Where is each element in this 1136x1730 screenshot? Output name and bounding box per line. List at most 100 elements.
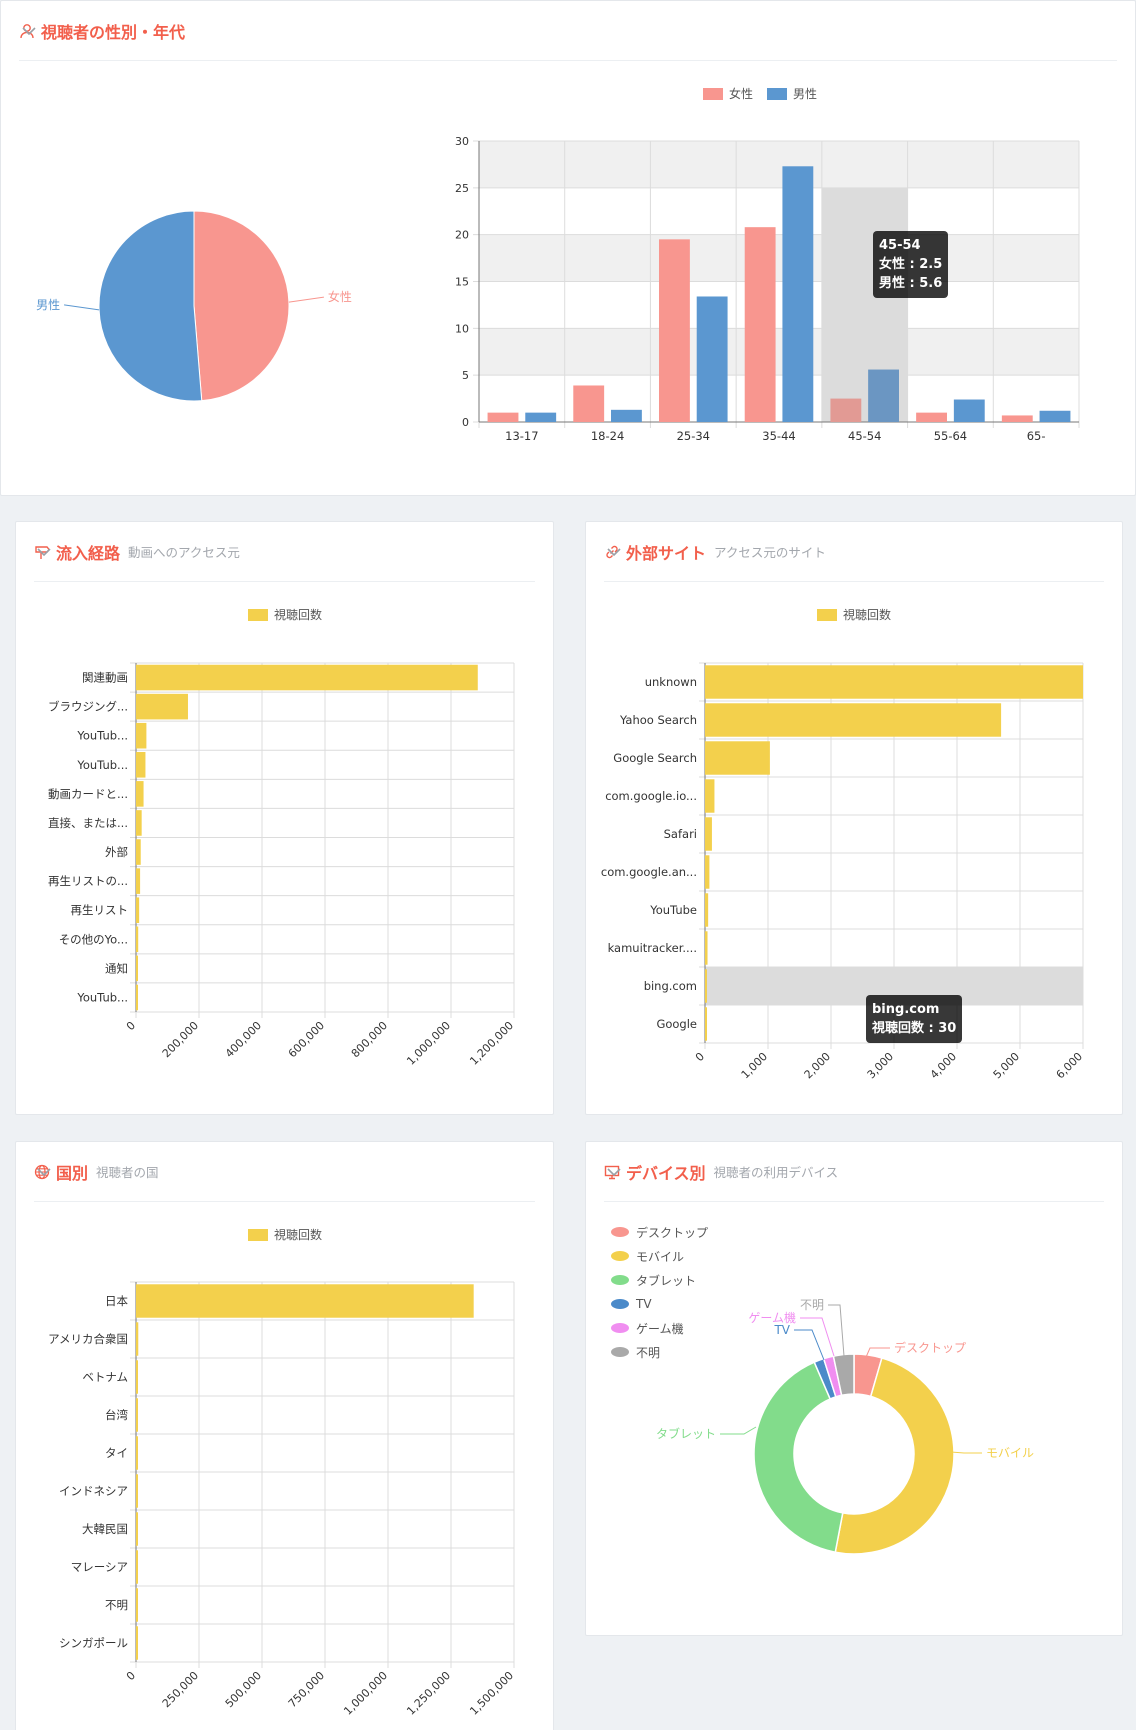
- category-label: 関連動画: [82, 671, 128, 685]
- section-title: 視聴者の性別・年代: [41, 22, 186, 42]
- category-label: シンガポール: [59, 1636, 128, 1650]
- category-label: アメリカ合衆国: [48, 1332, 128, 1346]
- x-tick-label: 45-54: [848, 429, 881, 443]
- bar: [136, 1284, 474, 1318]
- donut-slice: [832, 1353, 855, 1397]
- bar: [705, 1007, 707, 1041]
- donut-label-line: [720, 1426, 757, 1435]
- bar: [705, 893, 709, 927]
- bar-female: [659, 239, 690, 422]
- x-tick-label: 200,000: [160, 1019, 201, 1060]
- x-tick-label: 1,500,000: [467, 1669, 516, 1718]
- category-label: Google: [656, 1017, 697, 1031]
- x-tick-label: 4,000: [928, 1050, 959, 1081]
- category-label: 再生リスト: [71, 903, 129, 917]
- donut-slice: [834, 1357, 955, 1555]
- bar: [136, 1588, 138, 1622]
- grid-band: [479, 141, 1079, 188]
- donut-slice: [753, 1361, 844, 1554]
- donut-label-line: [800, 1317, 835, 1357]
- category-label: 日本: [105, 1294, 128, 1308]
- x-tick-label: 6,000: [1054, 1050, 1085, 1081]
- bar: [136, 810, 142, 836]
- category-label: Google Search: [613, 751, 697, 765]
- section-title: 国別: [56, 1163, 89, 1183]
- category-label: インドネシア: [59, 1484, 128, 1498]
- pie-label: 女性: [328, 289, 352, 304]
- legend-item-male[interactable]: 男性: [767, 85, 817, 102]
- sources-chart: 0 200,000 400,000 600,000 800,000 1,000,000 1,…: [48, 662, 516, 1068]
- legend-item-female[interactable]: 女性: [703, 85, 753, 102]
- legend-item-mobile[interactable]: モバイル: [610, 1244, 708, 1268]
- pie-label-line: [64, 304, 100, 311]
- x-tick-label: 400,000: [223, 1019, 264, 1060]
- category-label: ブラウジング...: [48, 700, 128, 714]
- category-label: Yahoo Search: [619, 713, 697, 727]
- y-tick-label: 15: [455, 276, 469, 289]
- section-subtitle: 視聴者の国: [96, 1165, 159, 1180]
- chevron-down-icon[interactable]: [604, 1162, 624, 1182]
- chevron-down-icon[interactable]: [34, 1162, 54, 1182]
- bar: [705, 665, 1083, 699]
- chevron-down-icon[interactable]: [34, 542, 54, 562]
- x-tick-label: 5,000: [991, 1050, 1022, 1081]
- countries-legend[interactable]: 視聴回数: [248, 1226, 322, 1243]
- donut-label-line: [950, 1451, 982, 1454]
- bar: [136, 1360, 138, 1394]
- donut-label-line: [862, 1347, 890, 1365]
- bar: [136, 1626, 138, 1660]
- sites-chart: 0 1,000 2,000 3,000 4,000 5,000 6,000 unknown Ya…: [601, 662, 1085, 1081]
- legend-item-desktop[interactable]: デスクトップ: [610, 1220, 708, 1244]
- bar: [136, 1398, 138, 1432]
- y-tick-label: 20: [455, 229, 469, 242]
- category-label: kamuitracker....: [608, 941, 697, 955]
- category-label: 大韓民国: [82, 1522, 128, 1536]
- pie-label-line: [288, 296, 324, 303]
- category-label: unknown: [645, 675, 697, 689]
- category-label: 通知: [105, 961, 128, 975]
- x-tick-label: 65-: [1027, 429, 1046, 443]
- bar: [705, 855, 710, 889]
- sources-legend[interactable]: 視聴回数: [248, 606, 322, 623]
- legend-item-tablet[interactable]: タブレット: [610, 1268, 708, 1292]
- x-tick-label: 55-64: [934, 429, 967, 443]
- sites-legend[interactable]: 視聴回数: [817, 606, 891, 623]
- category-label: マレーシア: [71, 1560, 128, 1574]
- bar-female: [830, 398, 862, 422]
- bar: [136, 1436, 138, 1470]
- bar-male: [1039, 410, 1071, 422]
- category-label: com.google.an...: [601, 865, 697, 879]
- x-tick-label: 500,000: [223, 1669, 264, 1710]
- x-tick-label: 18-24: [591, 429, 624, 443]
- sites-chart-tooltip: bing.com 視聴回数 : 30: [866, 995, 963, 1043]
- grid-band: [479, 234, 1079, 282]
- x-tick-label: 1,000: [739, 1050, 770, 1081]
- donut-label: モバイル: [986, 1446, 1034, 1460]
- card-title: 外部サイト: [604, 540, 706, 564]
- chevron-down-icon[interactable]: [19, 21, 39, 41]
- x-tick-label: 800,000: [349, 1019, 390, 1060]
- legend-item-game[interactable]: ゲーム機: [610, 1316, 708, 1340]
- bar: [705, 969, 707, 1003]
- bar-male: [953, 399, 985, 422]
- category-label: 外部: [105, 845, 128, 859]
- pie-slice: [98, 210, 203, 402]
- legend-item-unknown[interactable]: 不明: [610, 1340, 708, 1364]
- bar-female: [916, 412, 947, 422]
- bar: [136, 664, 478, 691]
- category-label: com.google.io...: [605, 789, 697, 803]
- category-label: 再生リストの...: [48, 874, 128, 888]
- bar: [136, 1474, 138, 1508]
- x-tick-label: 0: [124, 1019, 138, 1033]
- bar: [136, 868, 141, 894]
- devices-card: デバイス別 視聴者の利用デバイス デスクトップ モバイル タブレット TV ゲー…: [585, 1141, 1123, 1636]
- card-header: デバイス別 視聴者の利用デバイス: [604, 1142, 1104, 1202]
- x-tick-label: 0: [693, 1050, 707, 1064]
- donut-label: ゲーム機: [748, 1310, 796, 1325]
- chevron-down-icon[interactable]: [604, 542, 624, 562]
- section-subtitle: アクセス元のサイト: [714, 545, 826, 560]
- legend-item-tv[interactable]: TV: [610, 1292, 708, 1316]
- category-label: 不明: [105, 1598, 128, 1612]
- category-label: ベトナム: [82, 1370, 128, 1384]
